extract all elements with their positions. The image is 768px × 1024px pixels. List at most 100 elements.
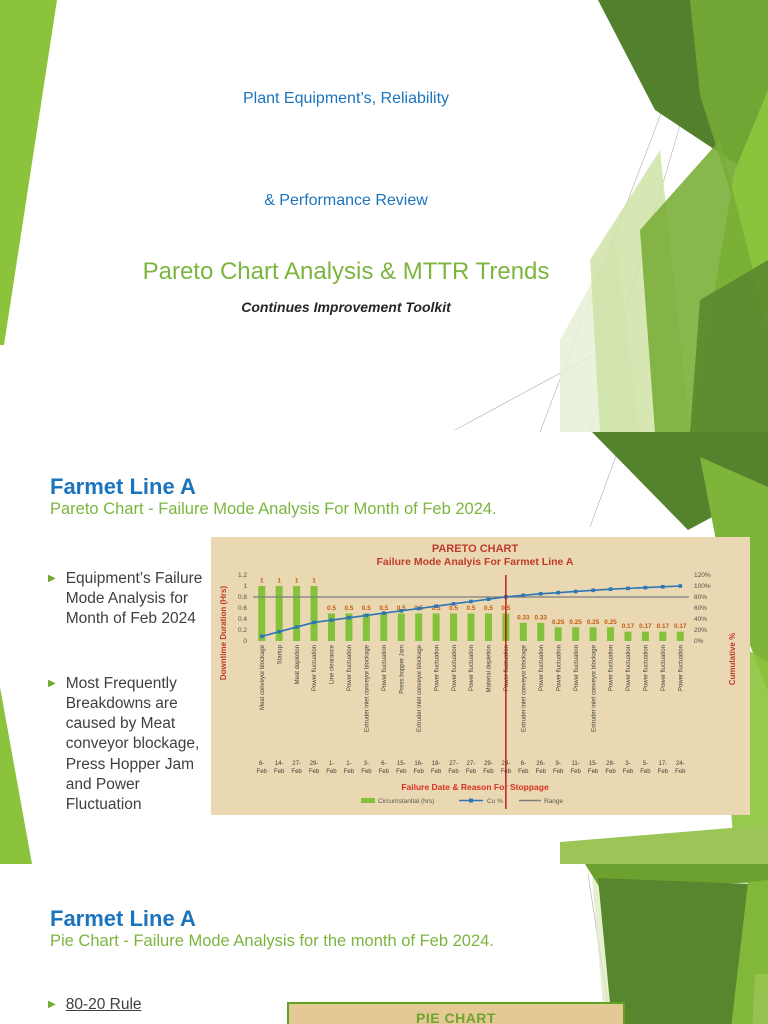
svg-text:18-: 18- [432,761,441,767]
svg-text:Feb: Feb [623,769,634,775]
svg-text:Feb: Feb [344,769,355,775]
svg-text:5-: 5- [643,761,648,767]
svg-text:Feb: Feb [483,769,494,775]
svg-text:1: 1 [312,578,316,585]
svg-text:9-: 9- [556,761,561,767]
svg-text:Feb: Feb [309,769,320,775]
bullet-triangle-icon: ▶ [48,678,56,689]
svg-text:Failure Mode Analyis For Farme: Failure Mode Analyis For Farmet Line A [376,556,573,568]
bullet-triangle-icon: ▶ [48,999,56,1010]
svg-text:Power fluctuation: Power fluctuation [556,645,562,691]
svg-text:0.5: 0.5 [467,605,476,612]
left-wedge-shape [0,0,57,345]
svg-text:0.5: 0.5 [432,605,441,612]
svg-text:0.5: 0.5 [327,605,336,612]
svg-text:15-: 15- [589,761,598,767]
slide2-subheading: Pareto Chart - Failure Mode Analysis For… [50,500,497,518]
svg-text:11-: 11- [572,761,580,767]
svg-text:Extruder inlet conveyor blocka: Extruder inlet conveyor blockage [522,644,528,732]
slide3-heading: Farmet Line A [50,906,196,931]
svg-text:0.5: 0.5 [379,605,388,612]
svg-text:0.33: 0.33 [535,614,548,621]
svg-text:Power fluctuation: Power fluctuation [661,645,667,691]
svg-text:0.5: 0.5 [362,605,371,612]
svg-text:Power fluctuation: Power fluctuation [452,645,458,691]
svg-text:Power fluctuation: Power fluctuation [382,645,388,691]
svg-text:Feb: Feb [553,769,564,775]
svg-text:1: 1 [260,578,264,585]
svg-text:Meat conveyor blockage: Meat conveyor blockage [260,644,266,710]
slide3-bullet-1: ▶ 80-20 Rule [48,995,142,1015]
svg-text:6-: 6- [259,761,264,767]
slide-1-title: Plant Equipment’s, Reliability & Perform… [0,0,768,432]
svg-text:27-: 27- [292,761,301,767]
svg-text:100%: 100% [694,583,711,590]
svg-text:Power fluctuation: Power fluctuation [539,645,545,691]
svg-text:1: 1 [295,578,299,585]
svg-text:0.5: 0.5 [449,605,458,612]
svg-text:Feb: Feb [518,769,529,775]
svg-text:0.25: 0.25 [552,619,565,626]
svg-text:27-: 27- [467,761,476,767]
svg-text:6-: 6- [381,761,386,767]
svg-text:Feb: Feb [414,769,425,775]
svg-text:80%: 80% [694,594,707,601]
presentation-tagline: Continues Improvement Toolkit [241,299,451,315]
svg-text:Power fluctuation: Power fluctuation [469,645,475,691]
svg-text:Power fluctuation: Power fluctuation [678,645,684,691]
svg-text:120%: 120% [694,572,711,579]
svg-text:24-: 24- [676,761,685,767]
svg-text:Feb: Feb [379,769,390,775]
svg-text:1: 1 [243,583,247,590]
svg-text:15-: 15- [397,761,406,767]
svg-text:Power fluctuation: Power fluctuation [626,645,632,691]
svg-text:14-: 14- [275,761,284,767]
svg-text:Extruder inlet conveyor blocka: Extruder inlet conveyor blockage [591,644,597,732]
svg-text:1: 1 [277,578,281,585]
svg-text:0.25: 0.25 [587,619,600,626]
presentation-title-line1: Plant Equipment’s, Reliability [242,90,450,107]
svg-text:0.2: 0.2 [238,627,247,634]
svg-text:0.6: 0.6 [238,605,247,612]
presentation-subtitle: Pareto Chart Analysis & MTTR Trends [142,258,550,285]
svg-text:Feb: Feb [536,769,547,775]
svg-text:0.25: 0.25 [569,619,582,626]
svg-text:0: 0 [243,638,247,645]
svg-text:Press hopper Jam: Press hopper Jam [399,645,405,694]
svg-text:0.17: 0.17 [639,623,652,630]
svg-text:Circumstantial (hrs): Circumstantial (hrs) [378,798,434,805]
pareto-chart: PARETO CHART Failure Mode Analyis For Far… [211,537,750,815]
slide-2-pareto: Farmet Line A Pareto Chart - Failure Mod… [0,432,768,864]
svg-text:Material depletion: Material depletion [487,645,493,692]
svg-text:0.8: 0.8 [238,594,247,601]
svg-text:Cumulative %: Cumulative % [728,633,737,685]
svg-text:Feb: Feb [466,769,477,775]
svg-text:Power fluctuation: Power fluctuation [644,645,650,691]
svg-text:Power fluctuation: Power fluctuation [504,645,510,691]
svg-text:0.4: 0.4 [238,616,247,623]
pie-chart-title: PIE CHART [416,1010,496,1024]
bullet-text: 80-20 Rule [65,996,142,1013]
svg-text:60%: 60% [694,605,707,612]
svg-text:0.5: 0.5 [484,605,493,612]
slide2-heading: Farmet Line A [50,474,196,499]
svg-text:26-: 26- [536,761,545,767]
svg-text:Cu %: Cu % [487,798,503,805]
svg-text:Feb: Feb [588,769,599,775]
svg-text:Feb: Feb [605,769,616,775]
svg-text:Meat depletion: Meat depletion [295,645,301,684]
svg-text:40%: 40% [694,616,707,623]
svg-text:0.25: 0.25 [604,619,617,626]
svg-text:1-: 1- [346,761,351,767]
svg-text:Feb: Feb [274,769,285,775]
svg-text:Power fluctuation: Power fluctuation [574,645,580,691]
svg-text:Power fluctuation: Power fluctuation [609,645,615,691]
svg-text:0.33: 0.33 [517,614,530,621]
svg-text:Power fluctuation: Power fluctuation [347,645,353,691]
bullet-text: Most Frequently Breakdowns are caused by… [65,675,200,813]
svg-text:0.17: 0.17 [674,623,687,630]
svg-text:27-: 27- [449,761,458,767]
svg-text:0%: 0% [694,638,704,645]
slide2-bullet-2: ▶ Most Frequently Breakdowns are caused … [48,674,220,815]
